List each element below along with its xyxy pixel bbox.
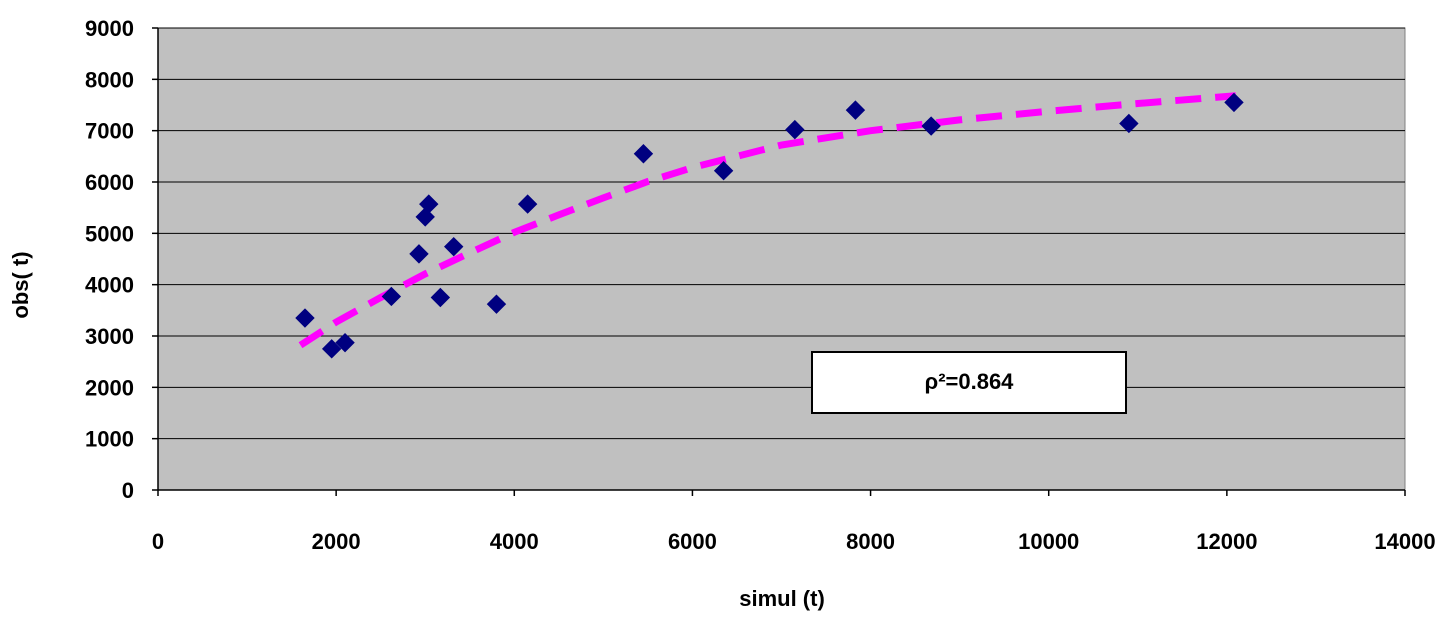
x-tick-label: 12000 bbox=[1196, 529, 1257, 554]
x-axis-label: simul (t) bbox=[739, 586, 825, 611]
y-tick-label: 2000 bbox=[85, 375, 134, 400]
y-tick-label: 8000 bbox=[85, 67, 134, 92]
y-tick-label: 4000 bbox=[85, 273, 134, 298]
data-point bbox=[409, 244, 429, 264]
data-point bbox=[845, 100, 866, 120]
data-point bbox=[444, 236, 464, 257]
x-tick-label: 2000 bbox=[312, 529, 361, 554]
data-point bbox=[1224, 92, 1244, 113]
data-point bbox=[633, 144, 654, 164]
data-point bbox=[713, 160, 734, 181]
x-tick-label: 8000 bbox=[846, 529, 895, 554]
x-tick-label: 6000 bbox=[668, 529, 717, 554]
data-point bbox=[921, 116, 941, 136]
annotation-text: ρ²=0.864 bbox=[925, 369, 1015, 394]
plot-area bbox=[157, 27, 1406, 491]
y-tick-label: 7000 bbox=[85, 119, 134, 144]
trendline bbox=[298, 92, 1237, 349]
y-tick-label: 3000 bbox=[85, 324, 134, 349]
y-tick-label: 6000 bbox=[85, 170, 134, 195]
y-axis-label: obs( t) bbox=[8, 251, 33, 318]
x-tick-label: 10000 bbox=[1018, 529, 1079, 554]
data-point bbox=[1119, 113, 1139, 134]
data-point bbox=[335, 332, 355, 353]
x-tick-label: 14000 bbox=[1374, 529, 1435, 554]
y-tick-label: 0 bbox=[122, 478, 134, 503]
data-point bbox=[785, 119, 805, 140]
data-point bbox=[419, 194, 439, 214]
data-point bbox=[430, 287, 451, 308]
y-tick-label: 5000 bbox=[85, 221, 134, 246]
data-point bbox=[321, 339, 342, 359]
x-tick-label: 4000 bbox=[490, 529, 539, 554]
y-tick-label: 9000 bbox=[85, 16, 134, 41]
data-point bbox=[295, 308, 315, 328]
data-point bbox=[381, 286, 402, 307]
y-tick-label: 1000 bbox=[85, 427, 134, 452]
data-point bbox=[486, 294, 507, 314]
annotation-box bbox=[811, 351, 1127, 414]
data-point bbox=[517, 194, 538, 214]
x-tick-label: 0 bbox=[152, 529, 164, 554]
